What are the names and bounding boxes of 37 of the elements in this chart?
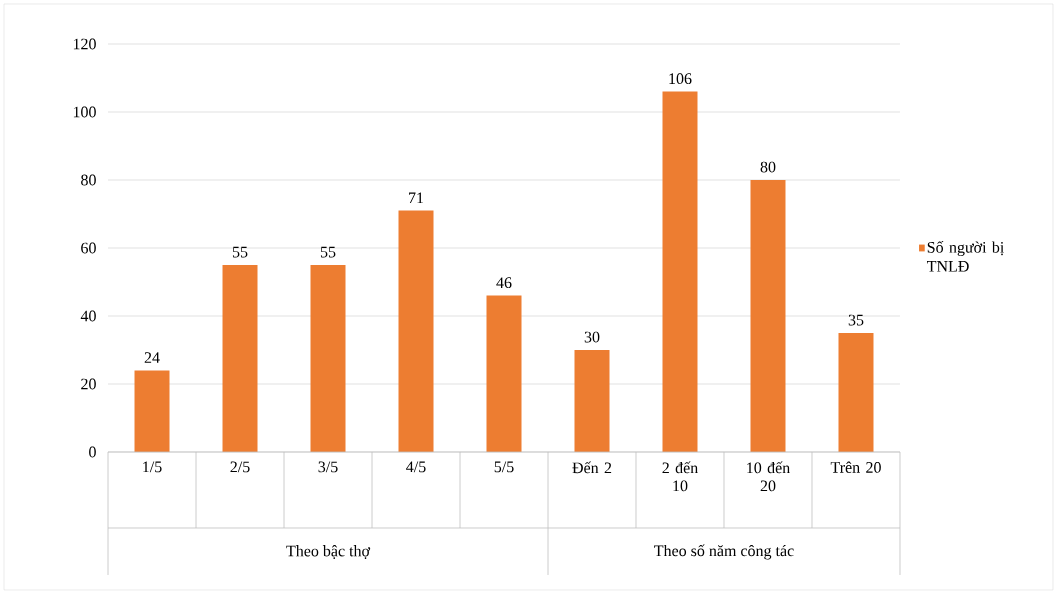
data-label: 35 [848,314,864,326]
text: Theo bậc thợ [286,545,371,559]
bar [222,264,258,452]
bar [486,295,522,452]
x-tick-label: Trên 20 [830,461,881,473]
data-label: 24 [144,352,160,363]
bar [750,179,786,452]
legend-label: Số người bị TNLĐ [927,240,1004,272]
x-tick-label: 2 đến 10 [662,461,698,492]
y-tick-label: 100 [73,106,96,118]
data-label: 30 [584,331,600,343]
bar [662,91,698,452]
y-tick-label: 60 [81,242,96,254]
x-tick-label: 3/5 [318,461,338,473]
bar [310,264,346,452]
data-label: 55 [232,246,248,258]
data-label: 71 [409,192,424,204]
bar [574,349,610,452]
bar [134,370,170,452]
text: Theo số năm công tác [654,544,794,560]
y-tick-label: 20 [81,378,96,390]
bar [838,332,874,452]
x-tick-label: 10 đến 20 [747,461,790,492]
x-tick-label: 4/5 [406,461,426,473]
bar [398,210,434,452]
y-tick-label: 80 [81,174,96,186]
y-tick-label: 0 [89,446,96,458]
x-tick-label: 1/5 [143,461,162,473]
data-label: 80 [760,161,776,173]
data-label: 55 [320,246,336,258]
x-tick-label: Đến 2 [572,461,612,474]
y-tick-label: 120 [73,38,96,50]
x-tick-label: 5/5 [494,461,514,473]
x-tick-label: 2/5 [230,461,250,473]
data-label: 46 [496,277,512,289]
data-label: 106 [669,73,692,85]
y-tick-label: 40 [80,310,96,322]
